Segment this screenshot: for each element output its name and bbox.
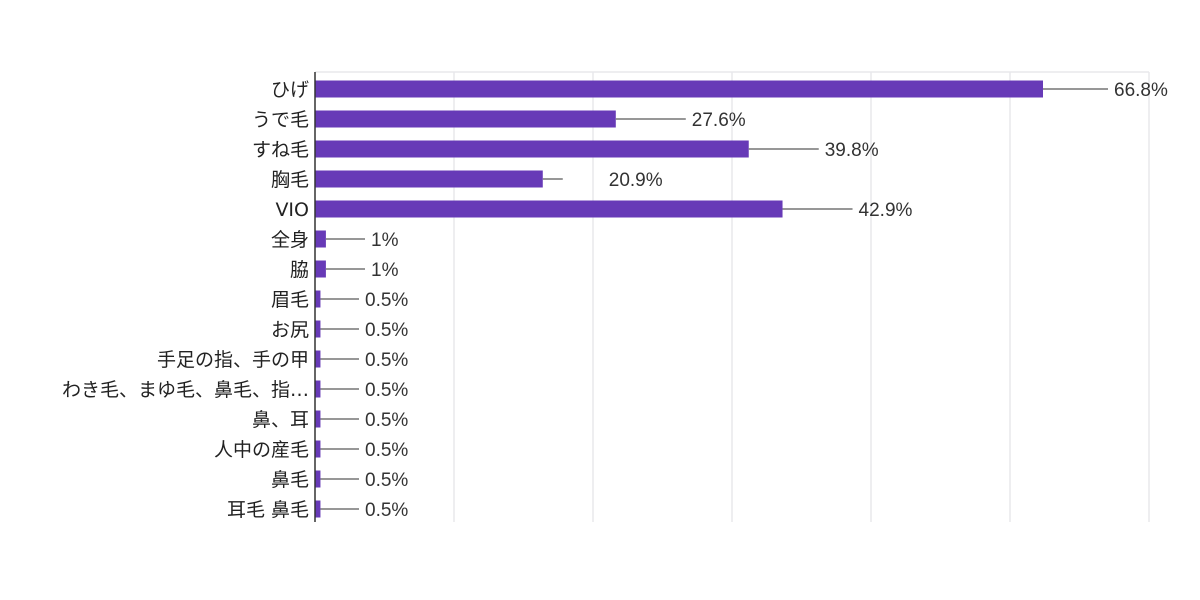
category-label: お尻 — [271, 319, 309, 341]
data-label: 0.5% — [365, 500, 408, 521]
data-label: 0.5% — [365, 320, 408, 341]
bar — [315, 200, 783, 218]
data-label: 0.5% — [365, 410, 408, 431]
data-label: 0.5% — [365, 470, 408, 491]
bar — [315, 140, 749, 158]
category-label: 脇 — [290, 259, 309, 281]
data-label: 0.5% — [365, 290, 408, 311]
data-label: 1% — [371, 230, 399, 251]
bar — [315, 290, 321, 308]
bar — [315, 410, 321, 428]
data-label: 66.8% — [1114, 80, 1168, 101]
category-label: 鼻毛 — [271, 469, 309, 491]
bar — [315, 230, 326, 248]
bar — [315, 320, 321, 338]
bar — [315, 470, 321, 488]
category-label: ひげ — [271, 79, 309, 101]
category-label: VIO — [275, 199, 309, 221]
bar — [315, 260, 326, 278]
bar — [315, 110, 616, 128]
data-label: 20.9% — [609, 170, 663, 191]
category-label: 人中の産毛 — [214, 439, 309, 461]
bar — [315, 170, 543, 188]
data-label: 42.9% — [859, 200, 913, 221]
bar — [315, 380, 321, 398]
data-label: 0.5% — [365, 380, 408, 401]
bar — [315, 440, 321, 458]
category-label: 胸毛 — [271, 169, 309, 191]
bar — [315, 350, 321, 368]
category-label: 鼻、耳 — [252, 409, 309, 431]
category-label: すね毛 — [252, 139, 309, 161]
category-label: うで毛 — [252, 109, 309, 131]
data-label: 27.6% — [692, 110, 746, 131]
bar — [315, 500, 321, 518]
category-label: 耳毛 鼻毛 — [227, 499, 309, 521]
category-label: 全身 — [271, 229, 309, 251]
category-label: 手足の指、手の甲 — [157, 349, 309, 371]
bar — [315, 80, 1043, 98]
category-label: 眉毛 — [271, 289, 309, 311]
data-label: 0.5% — [365, 440, 408, 461]
data-label: 39.8% — [825, 140, 879, 161]
data-label: 0.5% — [365, 350, 408, 371]
data-label: 1% — [371, 260, 399, 281]
category-label: わき毛、まゆ毛、鼻毛、指… — [62, 379, 309, 401]
